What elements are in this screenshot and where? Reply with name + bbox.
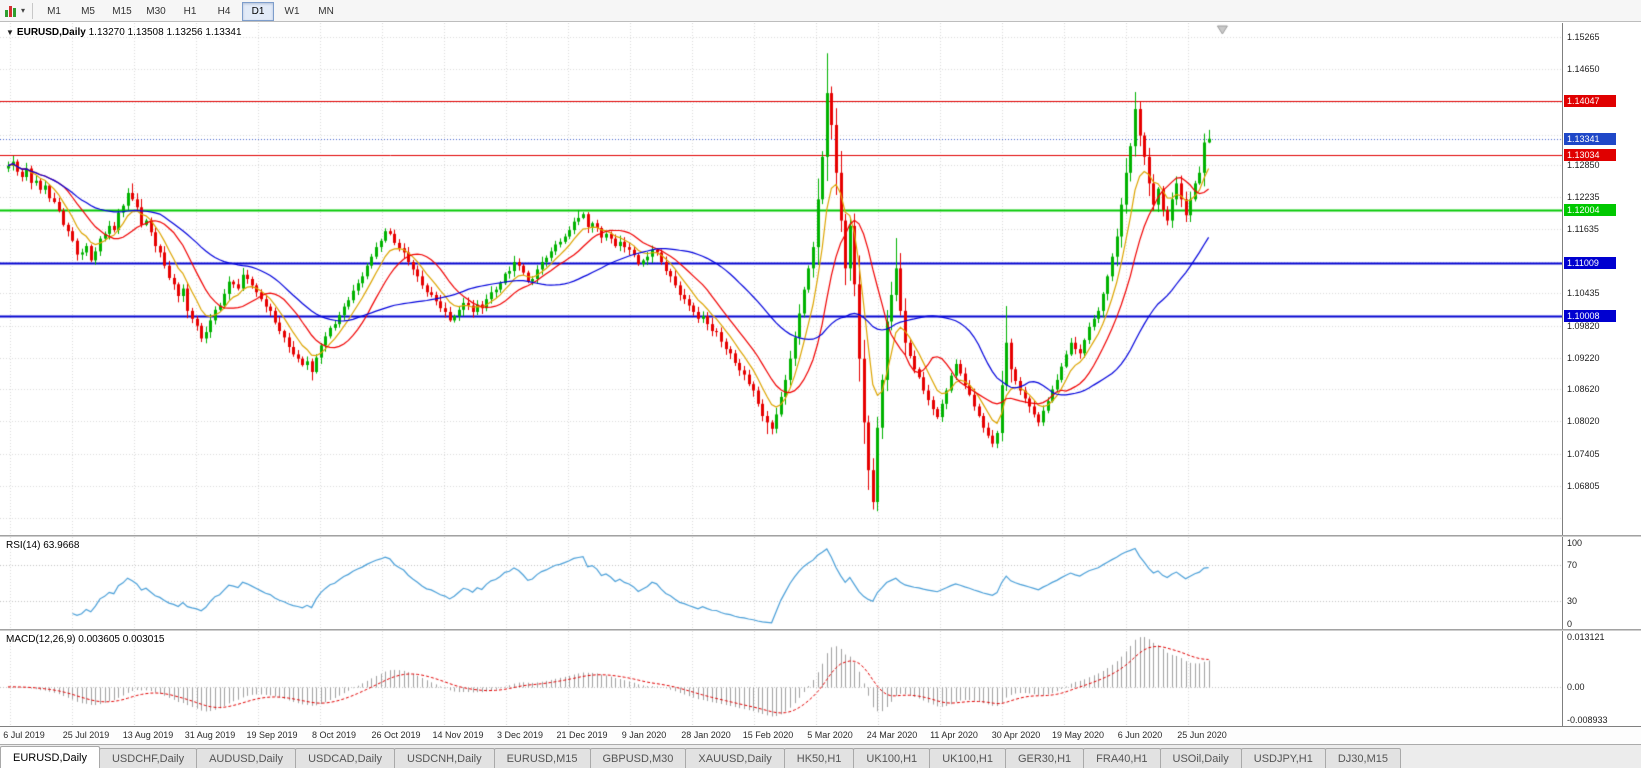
chart-tab[interactable]: UK100,H1 (853, 748, 931, 768)
rsi-axis-label: 30 (1567, 596, 1578, 607)
chart-tab[interactable]: USDCAD,Daily (295, 748, 396, 768)
chart-tab[interactable]: UK100,H1 (929, 748, 1006, 768)
timeframe-button-m30[interactable]: M30 (146, 5, 166, 17)
date-label: 15 Feb 2020 (742, 730, 794, 740)
dropdown-caret-icon[interactable]: ▾ (21, 6, 26, 15)
date-label: 30 Apr 2020 (991, 730, 1041, 740)
timeframe-button-m1[interactable]: M1 (47, 5, 61, 17)
chart-tab[interactable]: GER30,H1 (1004, 748, 1085, 768)
chart-tab[interactable]: HK50,H1 (783, 748, 855, 768)
date-label: 26 Oct 2019 (371, 730, 421, 740)
date-label: 25 Jun 2020 (1177, 730, 1227, 740)
price-axis-label: 1.09820 (1567, 320, 1600, 331)
date-label: 13 Aug 2019 (122, 730, 174, 740)
price-axis-label: 1.14650 (1567, 64, 1600, 75)
current-price-badge: 1.13341 (1564, 132, 1616, 145)
macd-indicator-canvas[interactable] (0, 631, 1562, 725)
price-axis-label: 1.09220 (1567, 352, 1600, 363)
rsi-axis-label: 70 (1567, 559, 1578, 570)
date-label: 9 Jan 2020 (621, 730, 667, 740)
rsi-axis-label: 0 (1567, 619, 1573, 629)
price-level-badge: 1.10008 (1564, 309, 1616, 322)
chart-tab[interactable]: XAUUSD,Daily (685, 748, 785, 768)
date-label: 21 Dec 2019 (556, 730, 608, 740)
chart-tab[interactable]: GBPUSD,M30 (589, 748, 687, 768)
timeframe-button-row: M1 M5 M15 M30 H1 H4 D1 W1 MN (37, 1, 343, 21)
chart-tab[interactable]: USDJPY,H1 (1240, 748, 1326, 768)
date-label: 3 Dec 2019 (496, 730, 544, 740)
chart-tab[interactable]: EURUSD,Daily (0, 746, 100, 768)
price-axis-label: 1.06805 (1567, 480, 1600, 491)
date-axis[interactable]: 6 Jul 2019 25 Jul 2019 13 Aug 2019 31 Aug 2… (0, 726, 1641, 744)
chart-tab[interactable]: DJ30,M15 (1324, 748, 1401, 768)
date-label: 6 Jul 2019 (3, 730, 45, 740)
rsi-axis-label: 100 (1567, 538, 1583, 548)
macd-label: MACD(12,26,9) 0.003605 0.003015 (6, 634, 165, 645)
chart-tab[interactable]: USDCHF,Daily (98, 748, 198, 768)
date-label: 6 Jun 2020 (1117, 730, 1163, 740)
timeframe-button-h4[interactable]: H4 (217, 5, 231, 17)
price-axis-label: 1.12235 (1567, 192, 1600, 203)
date-label: 19 May 2020 (1051, 730, 1105, 740)
price-axis-label: 1.15265 (1567, 31, 1600, 42)
macd-axis-label: 0.013121 (1567, 632, 1605, 642)
symbol-collapse-icon[interactable]: ▼ (6, 28, 14, 37)
timeframe-button-m15[interactable]: M15 (112, 5, 132, 17)
chart-tab-bar: EURUSD,Daily USDCHF,Daily AUDUSD,Daily USDC… (0, 744, 1641, 768)
price-level-badge: 1.11009 (1564, 256, 1616, 269)
timeframe-button-w1[interactable]: W1 (284, 5, 300, 17)
price-axis-label: 1.07405 (1567, 449, 1600, 459)
date-label: 11 Apr 2020 (930, 730, 978, 740)
timeframe-button-mn[interactable]: MN (318, 5, 334, 17)
timeframe-button-d1[interactable]: D1 (242, 1, 275, 21)
price-axis-label: 1.08620 (1567, 384, 1600, 395)
pane-separator[interactable] (0, 629, 1641, 631)
chart-tab[interactable]: EURUSD,M15 (493, 748, 591, 768)
price-level-badge: 1.13034 (1564, 149, 1616, 162)
toolbar-separator (32, 2, 34, 19)
price-axis[interactable]: 1.15265 1.14650 1.12850 1.12235 1.11635 1.104… (1562, 23, 1641, 726)
chart-tab[interactable]: USOil,Daily (1159, 748, 1242, 768)
date-label: 25 Jul 2019 (62, 730, 110, 740)
price-chart-canvas[interactable] (0, 23, 1562, 535)
date-label: 24 Mar 2020 (866, 730, 918, 740)
price-axis-label: 1.12850 (1567, 159, 1600, 170)
price-axis-label: 1.08020 (1567, 416, 1600, 427)
chart-tab[interactable]: AUDUSD,Daily (196, 748, 297, 768)
price-axis-label: 1.11635 (1567, 224, 1599, 235)
macd-axis-label: -0.008933 (1567, 715, 1608, 725)
date-label: 31 Aug 2019 (184, 730, 236, 740)
chart-ohlc-values: 1.13270 1.13508 1.13256 1.13341 (88, 27, 242, 38)
price-level-badge: 1.14047 (1564, 95, 1616, 108)
date-label: 5 Mar 2020 (807, 730, 853, 740)
chart-symbol-label: EURUSD,Daily (16, 27, 86, 38)
toolbar: ▾ M1 M5 M15 M30 H1 H4 D1 W1 MN (0, 0, 1641, 22)
chart-tab[interactable]: USDCNH,Daily (394, 748, 495, 768)
chart-type-icon[interactable] (5, 4, 20, 17)
timeframe-button-h1[interactable]: H1 (183, 5, 197, 17)
chart-tab[interactable]: FRA40,H1 (1083, 748, 1161, 768)
price-axis-label: 1.10435 (1567, 288, 1600, 299)
date-label: 8 Oct 2019 (311, 730, 357, 740)
price-level-badge: 1.12004 (1564, 203, 1616, 216)
rsi-label: RSI(14) 63.9668 (6, 540, 80, 551)
rsi-indicator-canvas[interactable] (0, 537, 1562, 629)
macd-axis-label: 0.00 (1567, 681, 1585, 692)
date-label: 28 Jan 2020 (681, 730, 731, 740)
timeframe-button-m5[interactable]: M5 (81, 5, 95, 17)
date-label: 14 Nov 2019 (432, 730, 484, 740)
chart-ohlc-header: ▼ EURUSD,Daily 1.13270 1.13508 1.13256 1.… (6, 27, 242, 38)
pane-separator[interactable] (0, 535, 1641, 537)
date-label: 19 Sep 2019 (246, 730, 298, 740)
